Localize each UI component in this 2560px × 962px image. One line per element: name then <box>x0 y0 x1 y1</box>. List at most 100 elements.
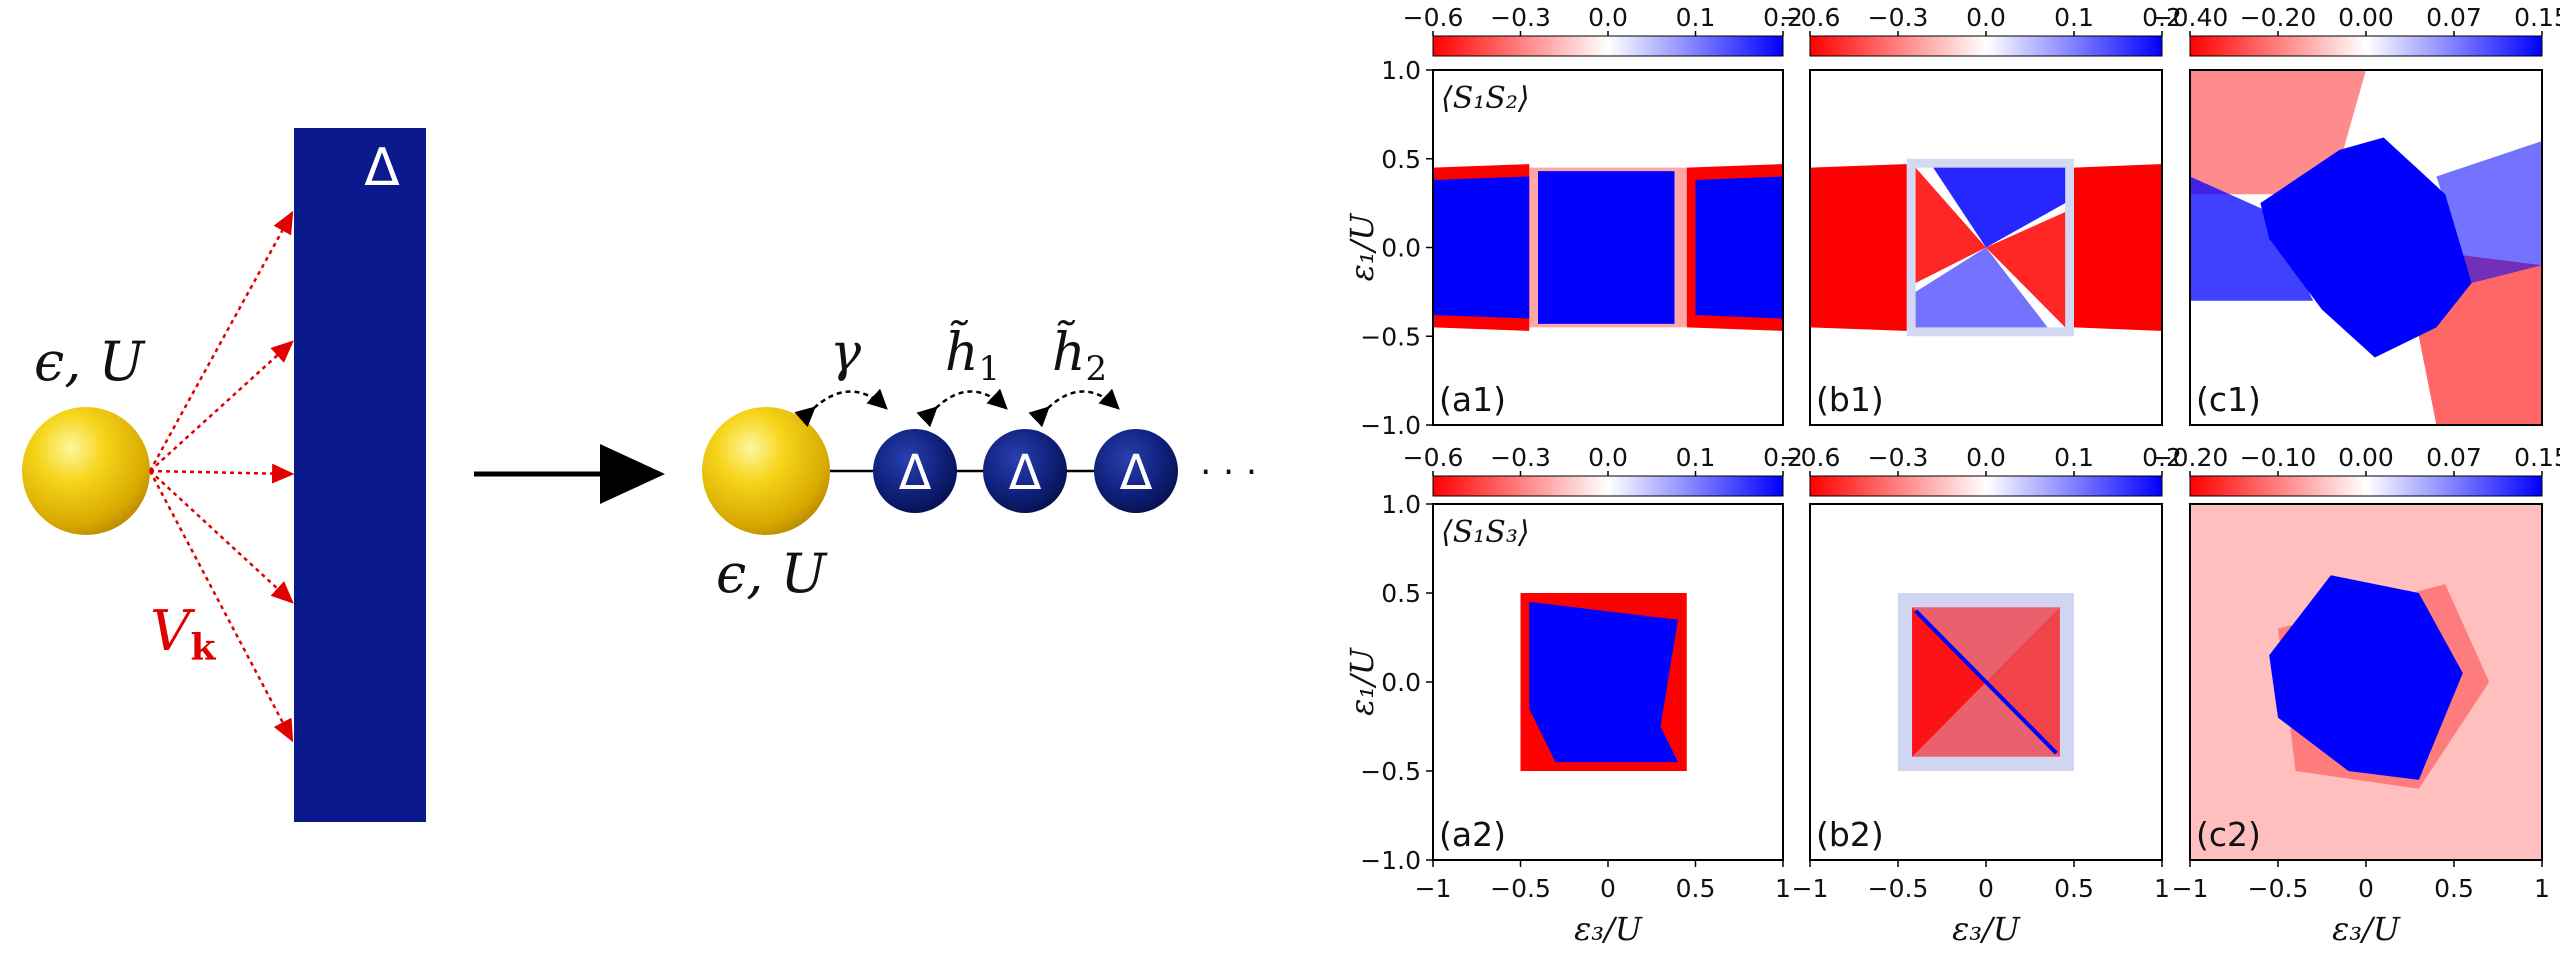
hybridization-label: Vk <box>150 599 216 669</box>
y-tick-label: 0.0 <box>1381 668 1421 697</box>
colorbar-tick-label: 0.0 <box>1588 443 1628 472</box>
colorbar-tick-label: 0.07 <box>2426 443 2482 472</box>
panel-data <box>2190 70 2542 425</box>
chain-site-3-label: Δ <box>1120 445 1153 501</box>
panel-data <box>1433 164 1783 331</box>
colorbar-tick-label: 0.00 <box>2338 3 2394 32</box>
x-tick-label: −1 <box>1415 874 1452 903</box>
colorbar-gradient <box>2189 475 2543 497</box>
heatmap-region <box>1810 164 1907 331</box>
colorbar-tick-label: −0.20 <box>2152 443 2229 472</box>
hop-label-h2: h̃2 <box>1052 320 1107 389</box>
bath-block <box>294 128 426 822</box>
colorbar-tick-label: 0.15 <box>2514 443 2560 472</box>
colorbar-tick-label: 0.2 <box>2142 3 2182 32</box>
x-axis-label: ε₃/U <box>1952 910 2021 948</box>
heatmap-region <box>2190 176 2314 301</box>
hop-label-gamma: γ <box>830 323 862 383</box>
colorbar-tick-label: −0.40 <box>2152 3 2229 32</box>
heatmap-region <box>2074 164 2162 331</box>
y-tick-label: −0.5 <box>1360 757 1421 786</box>
heatmap-region <box>2436 141 2542 283</box>
colorbar: −0.6 −0.3 0.0 0.1 0.2 <box>1780 3 2182 57</box>
colorbar-tick-label: −0.3 <box>1490 443 1551 472</box>
chain-site-3: Δ <box>1094 429 1178 513</box>
colorbar-tick-label: −0.6 <box>1403 443 1464 472</box>
colorbar-gradient <box>2189 35 2543 57</box>
x-tick-label: 0.5 <box>1676 874 1716 903</box>
heatmap-region <box>1433 176 1530 319</box>
y-tick-label: −1.0 <box>1360 411 1421 440</box>
x-tick-label: −1 <box>1792 874 1829 903</box>
hopping-arcs <box>794 388 1120 428</box>
colorbar-gradient <box>1809 475 2163 497</box>
row-title: ⟨S₁S₃⟩ <box>1441 515 1530 550</box>
colorbar-tick-label: 0.1 <box>2054 443 2094 472</box>
y-axis-label: ε₁/U <box>1343 213 1381 282</box>
row-title: ⟨S₁S₂⟩ <box>1441 81 1530 116</box>
panel-label: (a2) <box>1439 815 1506 854</box>
panel-data <box>2190 504 2542 860</box>
heatmap-region <box>1529 601 1678 763</box>
colorbar-tick-label: −0.3 <box>1868 3 1929 32</box>
colorbar-tick-label: −0.6 <box>1403 3 1464 32</box>
y-tick-label: −0.5 <box>1360 322 1421 351</box>
colorbar-tick-label: 0.0 <box>1966 3 2006 32</box>
chain-ellipsis: · · · <box>1200 452 1257 493</box>
x-tick-label: 1 <box>2534 874 2550 903</box>
heatmap-panel: (b1) <box>1809 69 2163 426</box>
colorbar-gradient <box>1809 35 2163 57</box>
x-tick-label: 0 <box>1600 874 1616 903</box>
y-tick-label: 1.0 <box>1381 490 1421 519</box>
panel-data <box>1898 593 2074 771</box>
colorbar: −0.40 −0.20 0.00 0.07 0.15 <box>2152 3 2560 57</box>
panel-label: (a1) <box>1439 380 1506 419</box>
colorbar-tick-label: 0.0 <box>1588 3 1628 32</box>
colorbar-gradient <box>1432 35 1784 57</box>
heatmap-diagonal <box>1914 609 2058 755</box>
colorbar-tick-label: 0.15 <box>2514 3 2560 32</box>
x-axis-label: ε₃/U <box>1574 910 1643 948</box>
heatmap-region <box>1915 247 2048 328</box>
heatmap-region <box>1915 167 1986 283</box>
colorbar-tick-label: 0.1 <box>1676 443 1716 472</box>
chain-site-1-label: Δ <box>899 445 932 501</box>
impurity-label: ϵ, U <box>34 330 146 393</box>
colorbar: −0.6 −0.3 0.0 0.1 0.2 <box>1403 3 1803 57</box>
panel-label: (c1) <box>2196 380 2261 419</box>
panel-frame <box>1809 69 2163 426</box>
chain-site-2: Δ <box>983 429 1067 513</box>
x-tick-label: −0.5 <box>1490 874 1551 903</box>
heatmap-region <box>1912 607 1986 757</box>
x-tick-label: −0.5 <box>2248 874 2309 903</box>
panel-frame <box>2189 69 2543 426</box>
heatmap-region <box>1695 176 1783 319</box>
heatmap-panel: (b2) −1 −0.5 0 0.5 1 ε₃/U <box>1792 503 2170 948</box>
x-tick-label: −1 <box>2172 874 2209 903</box>
colorbar: −0.20 −0.10 0.00 0.07 0.15 <box>2152 443 2560 497</box>
y-tick-label: 0.5 <box>1381 579 1421 608</box>
colorbar-tick-label: 0.2 <box>1763 443 1803 472</box>
x-tick-label: 0 <box>1978 874 1994 903</box>
x-tick-label: −0.5 <box>1868 874 1929 903</box>
colorbar-tick-label: 0.2 <box>1763 3 1803 32</box>
panel-data <box>1810 158 2162 337</box>
x-tick-label: 1 <box>2154 874 2170 903</box>
panel-data <box>1520 593 1687 771</box>
x-tick-label: 1 <box>1775 874 1791 903</box>
colorbar-tick-label: −0.20 <box>2240 3 2317 32</box>
impurity-site <box>22 407 150 535</box>
colorbar-tick-label: 0.0 <box>1966 443 2006 472</box>
panel-label: (b1) <box>1816 380 1884 419</box>
chain-site-2-label: Δ <box>1009 445 1042 501</box>
x-tick-label: 0.5 <box>2434 874 2474 903</box>
y-tick-label: 1.0 <box>1381 56 1421 85</box>
heatmap-panel: (a1) 1.0 0.5 0.0 −0.5 −1.0 ε₁/U ⟨S₁S₂⟩ <box>1343 56 1784 440</box>
colorbar: −0.6 −0.3 0.0 0.1 0.2 <box>1780 443 2182 497</box>
colorbar-tick-label: 0.1 <box>1676 3 1716 32</box>
impurity-bath-schematic: ϵ, U Δ Vk ϵ, U Δ Δ Δ · <box>22 128 1257 822</box>
y-tick-label: 0.0 <box>1381 234 1421 263</box>
y-tick-label: −1.0 <box>1360 846 1421 875</box>
colorbar-tick-label: 0.00 <box>2338 443 2394 472</box>
